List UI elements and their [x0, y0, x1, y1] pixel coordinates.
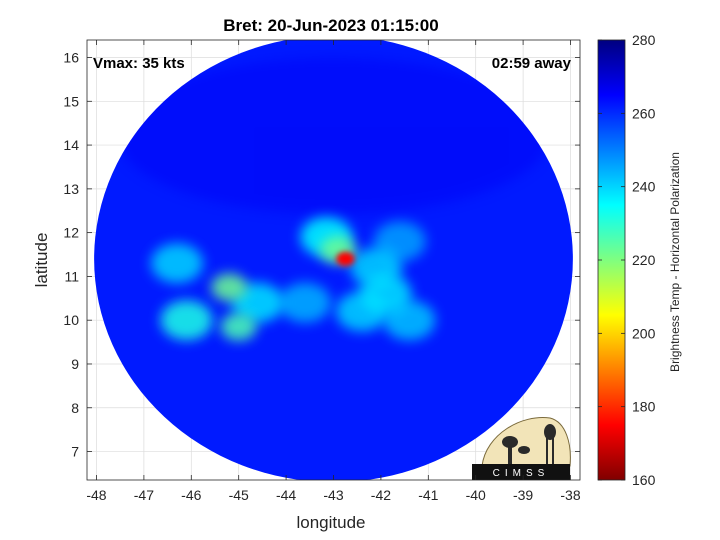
chart-title: Bret: 20-Jun-2023 01:15:00	[223, 16, 438, 35]
y-tick-label: 7	[71, 444, 79, 460]
convection-cell	[220, 312, 257, 341]
x-tick-label: -39	[513, 487, 533, 503]
x-tick-label: -40	[466, 487, 486, 503]
convection-cell	[279, 282, 332, 323]
cimss-logo: CIMSS	[472, 416, 571, 480]
y-tick-label: 15	[63, 93, 79, 109]
y-axis: 7 8 9 10 11 12 13 14 15 16	[63, 50, 580, 460]
x-tick-label: -41	[418, 487, 438, 503]
colorbar-label: Brightness Temp - Horizontal Polarizatio…	[668, 152, 682, 372]
y-tick-label: 9	[71, 356, 79, 372]
swath-features	[118, 57, 549, 341]
y-tick-label: 16	[63, 50, 79, 66]
x-axis-label: longitude	[296, 513, 365, 532]
colorbar-tick-label: 200	[632, 325, 656, 341]
colorbar-tick-label: 180	[632, 399, 656, 415]
y-axis-label: latitude	[32, 233, 51, 288]
logo-text: CIMSS	[493, 468, 550, 479]
convection-cell	[151, 243, 204, 284]
x-tick-label: -47	[134, 487, 154, 503]
data-layer	[94, 40, 573, 480]
colorbar-ticks: 160 180 200 220 240 260 280	[598, 32, 656, 488]
vmax-annotation: Vmax: 35 kts	[93, 55, 185, 72]
x-tick-label: -42	[371, 487, 391, 503]
x-tick-label: -44	[276, 487, 296, 503]
y-tick-label: 14	[63, 137, 79, 153]
convection-cell	[359, 273, 412, 314]
y-tick-label: 12	[63, 225, 79, 241]
x-tick-label: -43	[323, 487, 343, 503]
y-tick-label: 11	[64, 268, 79, 284]
colorbar-tick-label: 260	[632, 105, 656, 121]
colorbar	[597, 39, 626, 481]
colorbar-tick-label: 240	[632, 179, 656, 195]
convection-cell	[160, 300, 213, 341]
storm-core	[336, 251, 355, 266]
y-tick-label: 10	[63, 312, 79, 328]
x-tick-label: -38	[560, 487, 580, 503]
x-tick-label: -48	[86, 487, 106, 503]
colorbar-tick-label: 280	[632, 32, 656, 48]
x-tick-label: -46	[181, 487, 201, 503]
y-tick-label: 8	[71, 400, 79, 416]
time-away-annotation: 02:59 away	[492, 55, 572, 72]
y-tick-label: 13	[63, 181, 79, 197]
colorbar-tick-label: 160	[632, 472, 656, 488]
convection-cell	[211, 273, 248, 302]
x-tick-label: -45	[229, 487, 249, 503]
swath-band	[118, 57, 549, 215]
x-axis: -48 -47 -46 -45 -44 -43 -42 -41 -40 -39 -38	[86, 40, 581, 503]
colorbar-tick-label: 220	[632, 252, 656, 268]
